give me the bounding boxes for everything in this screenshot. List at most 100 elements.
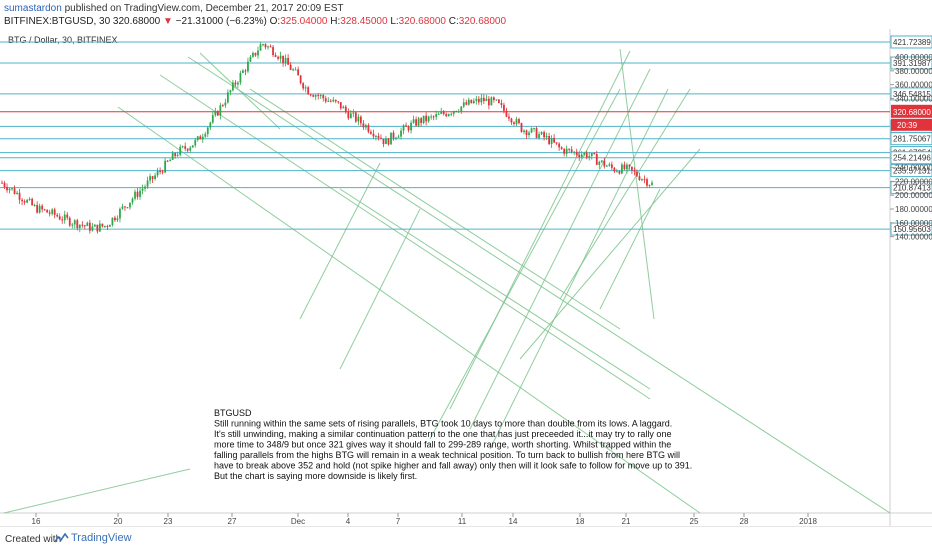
channel-line-8 xyxy=(469,68,651,430)
candle-body-32 xyxy=(81,224,84,226)
candle-body-144 xyxy=(362,123,365,128)
candle-body-70 xyxy=(176,154,179,156)
candle-body-87 xyxy=(219,105,222,116)
candle-body-140 xyxy=(352,112,355,114)
candle-body-142 xyxy=(357,116,360,122)
candle-body-45 xyxy=(114,217,116,221)
candle-body-89 xyxy=(224,102,227,106)
price-chart[interactable]: BTG / Dollar, 30, BITFINEX 421.72389 391.… xyxy=(0,29,932,526)
candle-body-98 xyxy=(247,61,249,72)
candle-body-18 xyxy=(46,209,49,213)
candle-body-44 xyxy=(111,217,114,226)
candle-body-28 xyxy=(71,224,74,226)
candle-body-212 xyxy=(533,128,535,130)
candle-body-150 xyxy=(377,135,380,138)
channel-line-3 xyxy=(249,88,621,330)
candle-body-38 xyxy=(96,224,99,232)
candle-body-11 xyxy=(28,198,31,200)
trend-lines xyxy=(3,48,891,514)
candle-body-26 xyxy=(66,214,69,218)
candle-body-52 xyxy=(131,198,134,203)
annotation-line-6: But the chart is saying more downside is… xyxy=(214,471,417,481)
candle-body-137 xyxy=(344,106,347,112)
candle-body-234 xyxy=(588,156,591,158)
level-tag-2 xyxy=(890,87,932,101)
candle-body-155 xyxy=(390,132,392,145)
channel-line-7 xyxy=(449,50,631,410)
x-tick-label-2: 23 xyxy=(164,517,173,526)
current-price-tag xyxy=(891,104,932,118)
candle-body-177 xyxy=(445,114,448,117)
x-tick-label-7: 11 xyxy=(458,517,467,526)
ohlc-open: 325.04000 xyxy=(280,16,328,27)
plot-area[interactable] xyxy=(0,29,890,513)
candle-body-141 xyxy=(354,112,357,122)
candle-body-124 xyxy=(312,95,315,97)
level-label-8: 210.87413 xyxy=(893,184,931,193)
candle-body-129 xyxy=(324,98,327,102)
symbol: BITFINEX:BTGUSD, 30 xyxy=(4,16,111,27)
candle-body-130 xyxy=(327,100,330,102)
candle-body-104 xyxy=(262,44,264,46)
ohlc-close: 320.68000 xyxy=(458,16,507,27)
candle-body-29 xyxy=(73,220,76,225)
candle-body-103 xyxy=(259,44,262,51)
candle-body-159 xyxy=(400,130,402,137)
candle-body-250 xyxy=(628,164,631,167)
y-tick-label-5: 220.00000 xyxy=(895,177,932,186)
candle-body-219 xyxy=(550,137,553,144)
candle-body-154 xyxy=(387,138,390,145)
candle-body-108 xyxy=(272,47,274,56)
candle-body-119 xyxy=(299,75,302,84)
candle-body-151 xyxy=(380,137,382,139)
candle-body-36 xyxy=(91,226,94,231)
ohlc-high-label: H: xyxy=(330,16,341,27)
candle-body-201 xyxy=(505,110,508,117)
level-label-9: 150.95603 xyxy=(893,225,931,234)
channel-line-5 xyxy=(299,162,381,320)
x-tick-label-4: Dec xyxy=(291,517,305,526)
channel-line-15 xyxy=(3,468,191,514)
author-link[interactable]: sumastardon xyxy=(4,3,62,14)
candle-body-49 xyxy=(124,206,126,208)
candle-body-153 xyxy=(385,138,387,145)
candle-body-178 xyxy=(447,114,450,117)
candle-body-128 xyxy=(322,95,325,99)
channel-line-13 xyxy=(599,188,661,310)
candle-body-227 xyxy=(570,149,573,152)
candle-body-40 xyxy=(101,223,104,227)
level-tag-8 xyxy=(890,181,932,195)
candle-body-148 xyxy=(372,133,375,137)
x-tick-label-12: 28 xyxy=(740,517,749,526)
current-price-label: 320.68000 xyxy=(893,108,931,117)
candle-body-92 xyxy=(231,82,234,91)
candle-body-217 xyxy=(545,135,548,138)
candle-body-180 xyxy=(452,111,455,114)
candle-body-252 xyxy=(633,170,636,172)
candle-body-131 xyxy=(329,100,332,102)
candle-body-216 xyxy=(543,132,545,138)
candle-body-256 xyxy=(643,179,646,181)
candle-body-41 xyxy=(103,225,106,227)
candle-body-220 xyxy=(553,137,556,143)
candle-body-204 xyxy=(513,122,515,124)
y-tick-label-4: 240.00000 xyxy=(895,164,932,173)
candle-body-64 xyxy=(161,171,164,173)
channel-line-2 xyxy=(159,74,651,400)
candle-body-200 xyxy=(503,104,505,111)
candle-body-5 xyxy=(13,188,16,194)
candle-body-68 xyxy=(171,153,174,160)
tradingview-logo[interactable]: TradingView xyxy=(53,532,132,544)
candle-body-13 xyxy=(33,205,36,207)
candle-body-58 xyxy=(146,180,149,187)
candle-body-175 xyxy=(440,111,443,114)
candle-body-80 xyxy=(201,136,204,140)
candle-body-84 xyxy=(211,115,214,123)
candle-body-65 xyxy=(164,160,167,173)
ohlc-low-label: L: xyxy=(390,16,399,27)
annotation-line-4: falling parallels from the highs BTG wil… xyxy=(214,450,680,460)
candle-body-187 xyxy=(470,99,473,104)
candle-body-162 xyxy=(407,126,410,131)
candle-body-56 xyxy=(141,188,144,191)
candle-body-91 xyxy=(229,90,232,93)
